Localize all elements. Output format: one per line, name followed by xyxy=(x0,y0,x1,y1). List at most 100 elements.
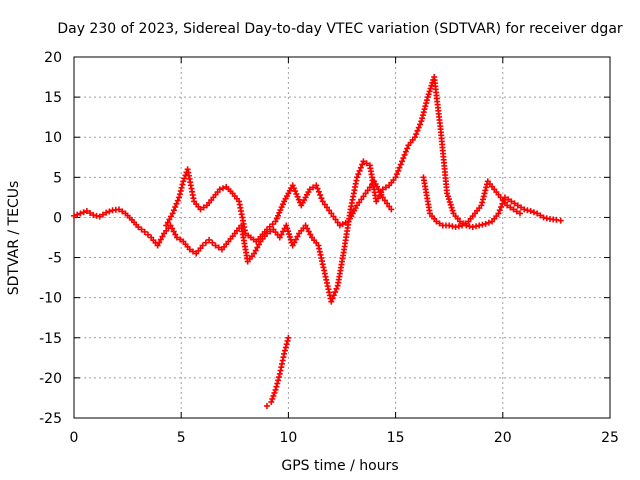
data-point xyxy=(181,175,188,182)
data-point xyxy=(354,202,361,209)
data-point xyxy=(446,222,453,229)
data-point xyxy=(445,196,452,203)
data-point xyxy=(138,226,145,233)
data-point xyxy=(399,158,406,165)
data-point xyxy=(177,187,184,194)
data-point xyxy=(423,100,430,107)
data-point xyxy=(292,236,299,243)
data-point xyxy=(174,197,181,204)
data-point xyxy=(507,204,514,211)
data-point xyxy=(466,223,473,230)
data-point xyxy=(356,167,363,174)
data-point xyxy=(422,103,429,110)
data-point xyxy=(479,196,486,203)
data-point xyxy=(263,402,270,409)
data-point xyxy=(530,209,537,216)
data-point xyxy=(418,118,425,125)
data-point xyxy=(318,195,325,202)
data-point xyxy=(305,228,312,235)
data-point xyxy=(413,131,420,138)
data-point xyxy=(291,239,298,246)
data-point xyxy=(180,178,187,185)
data-point xyxy=(485,219,492,226)
data-point xyxy=(156,239,163,246)
data-point xyxy=(215,244,222,251)
y-tick-label: 0 xyxy=(53,210,62,226)
data-point xyxy=(315,188,322,195)
data-point xyxy=(176,191,183,198)
data-point xyxy=(103,209,110,216)
data-points xyxy=(71,74,564,409)
chart-title: Day 230 of 2023, Sidereal Day-to-day VTE… xyxy=(57,21,623,37)
y-tick-label: 20 xyxy=(44,50,62,66)
data-point xyxy=(392,174,399,181)
data-point xyxy=(294,233,301,240)
data-point xyxy=(449,223,456,230)
data-point xyxy=(323,204,330,211)
y-tick-label: -20 xyxy=(39,371,62,387)
data-point xyxy=(270,392,277,399)
data-point xyxy=(274,380,281,387)
data-point xyxy=(334,219,341,226)
data-point xyxy=(304,225,311,232)
plot-frame xyxy=(73,56,611,419)
data-point xyxy=(269,395,276,402)
data-point xyxy=(281,350,288,357)
data-point xyxy=(275,374,282,381)
data-point xyxy=(366,184,373,191)
data-point xyxy=(216,186,223,193)
data-point xyxy=(388,206,395,213)
data-point xyxy=(302,222,309,229)
data-point xyxy=(479,199,486,206)
data-point xyxy=(77,210,84,217)
data-point xyxy=(483,184,490,191)
data-point xyxy=(414,127,421,134)
data-point xyxy=(419,115,426,122)
data-point xyxy=(329,295,336,302)
y-tick-label: 15 xyxy=(44,90,62,106)
data-point xyxy=(381,197,388,204)
y-tick-label: -10 xyxy=(39,291,62,307)
data-point xyxy=(496,207,503,214)
data-point xyxy=(511,200,518,207)
data-point xyxy=(255,241,262,248)
data-point xyxy=(212,242,219,249)
data-point xyxy=(384,200,391,207)
data-point xyxy=(284,225,291,232)
data-point xyxy=(99,211,106,218)
data-point xyxy=(285,334,292,341)
data-point xyxy=(154,242,161,249)
data-point xyxy=(447,201,454,208)
data-point xyxy=(444,193,451,200)
tick-layer: 0 5 10 15 20 25 -25 -20 -15 -10 -5 0 5 10 15 20 xyxy=(39,50,619,446)
data-point xyxy=(480,193,487,200)
data-point xyxy=(289,242,296,249)
data-point xyxy=(411,134,418,141)
data-point xyxy=(252,247,259,254)
data-point xyxy=(358,196,365,203)
data-point xyxy=(357,164,364,171)
data-point xyxy=(328,298,335,305)
data-point xyxy=(423,97,430,104)
data-point xyxy=(306,186,313,193)
data-point xyxy=(268,398,275,405)
data-point xyxy=(285,228,292,235)
data-point xyxy=(354,174,361,181)
data-point xyxy=(498,204,505,211)
data-point xyxy=(313,182,320,189)
data-point xyxy=(540,214,547,221)
data-point xyxy=(170,228,177,235)
data-point xyxy=(448,204,455,211)
data-point xyxy=(527,208,534,215)
data-point xyxy=(116,206,123,213)
data-point xyxy=(362,190,369,197)
data-point xyxy=(420,109,427,116)
data-point xyxy=(421,106,428,113)
data-point xyxy=(159,233,166,240)
data-point xyxy=(452,224,459,231)
data-point xyxy=(319,198,326,205)
data-point xyxy=(321,201,328,208)
data-point xyxy=(332,216,339,223)
data-point xyxy=(141,228,148,235)
